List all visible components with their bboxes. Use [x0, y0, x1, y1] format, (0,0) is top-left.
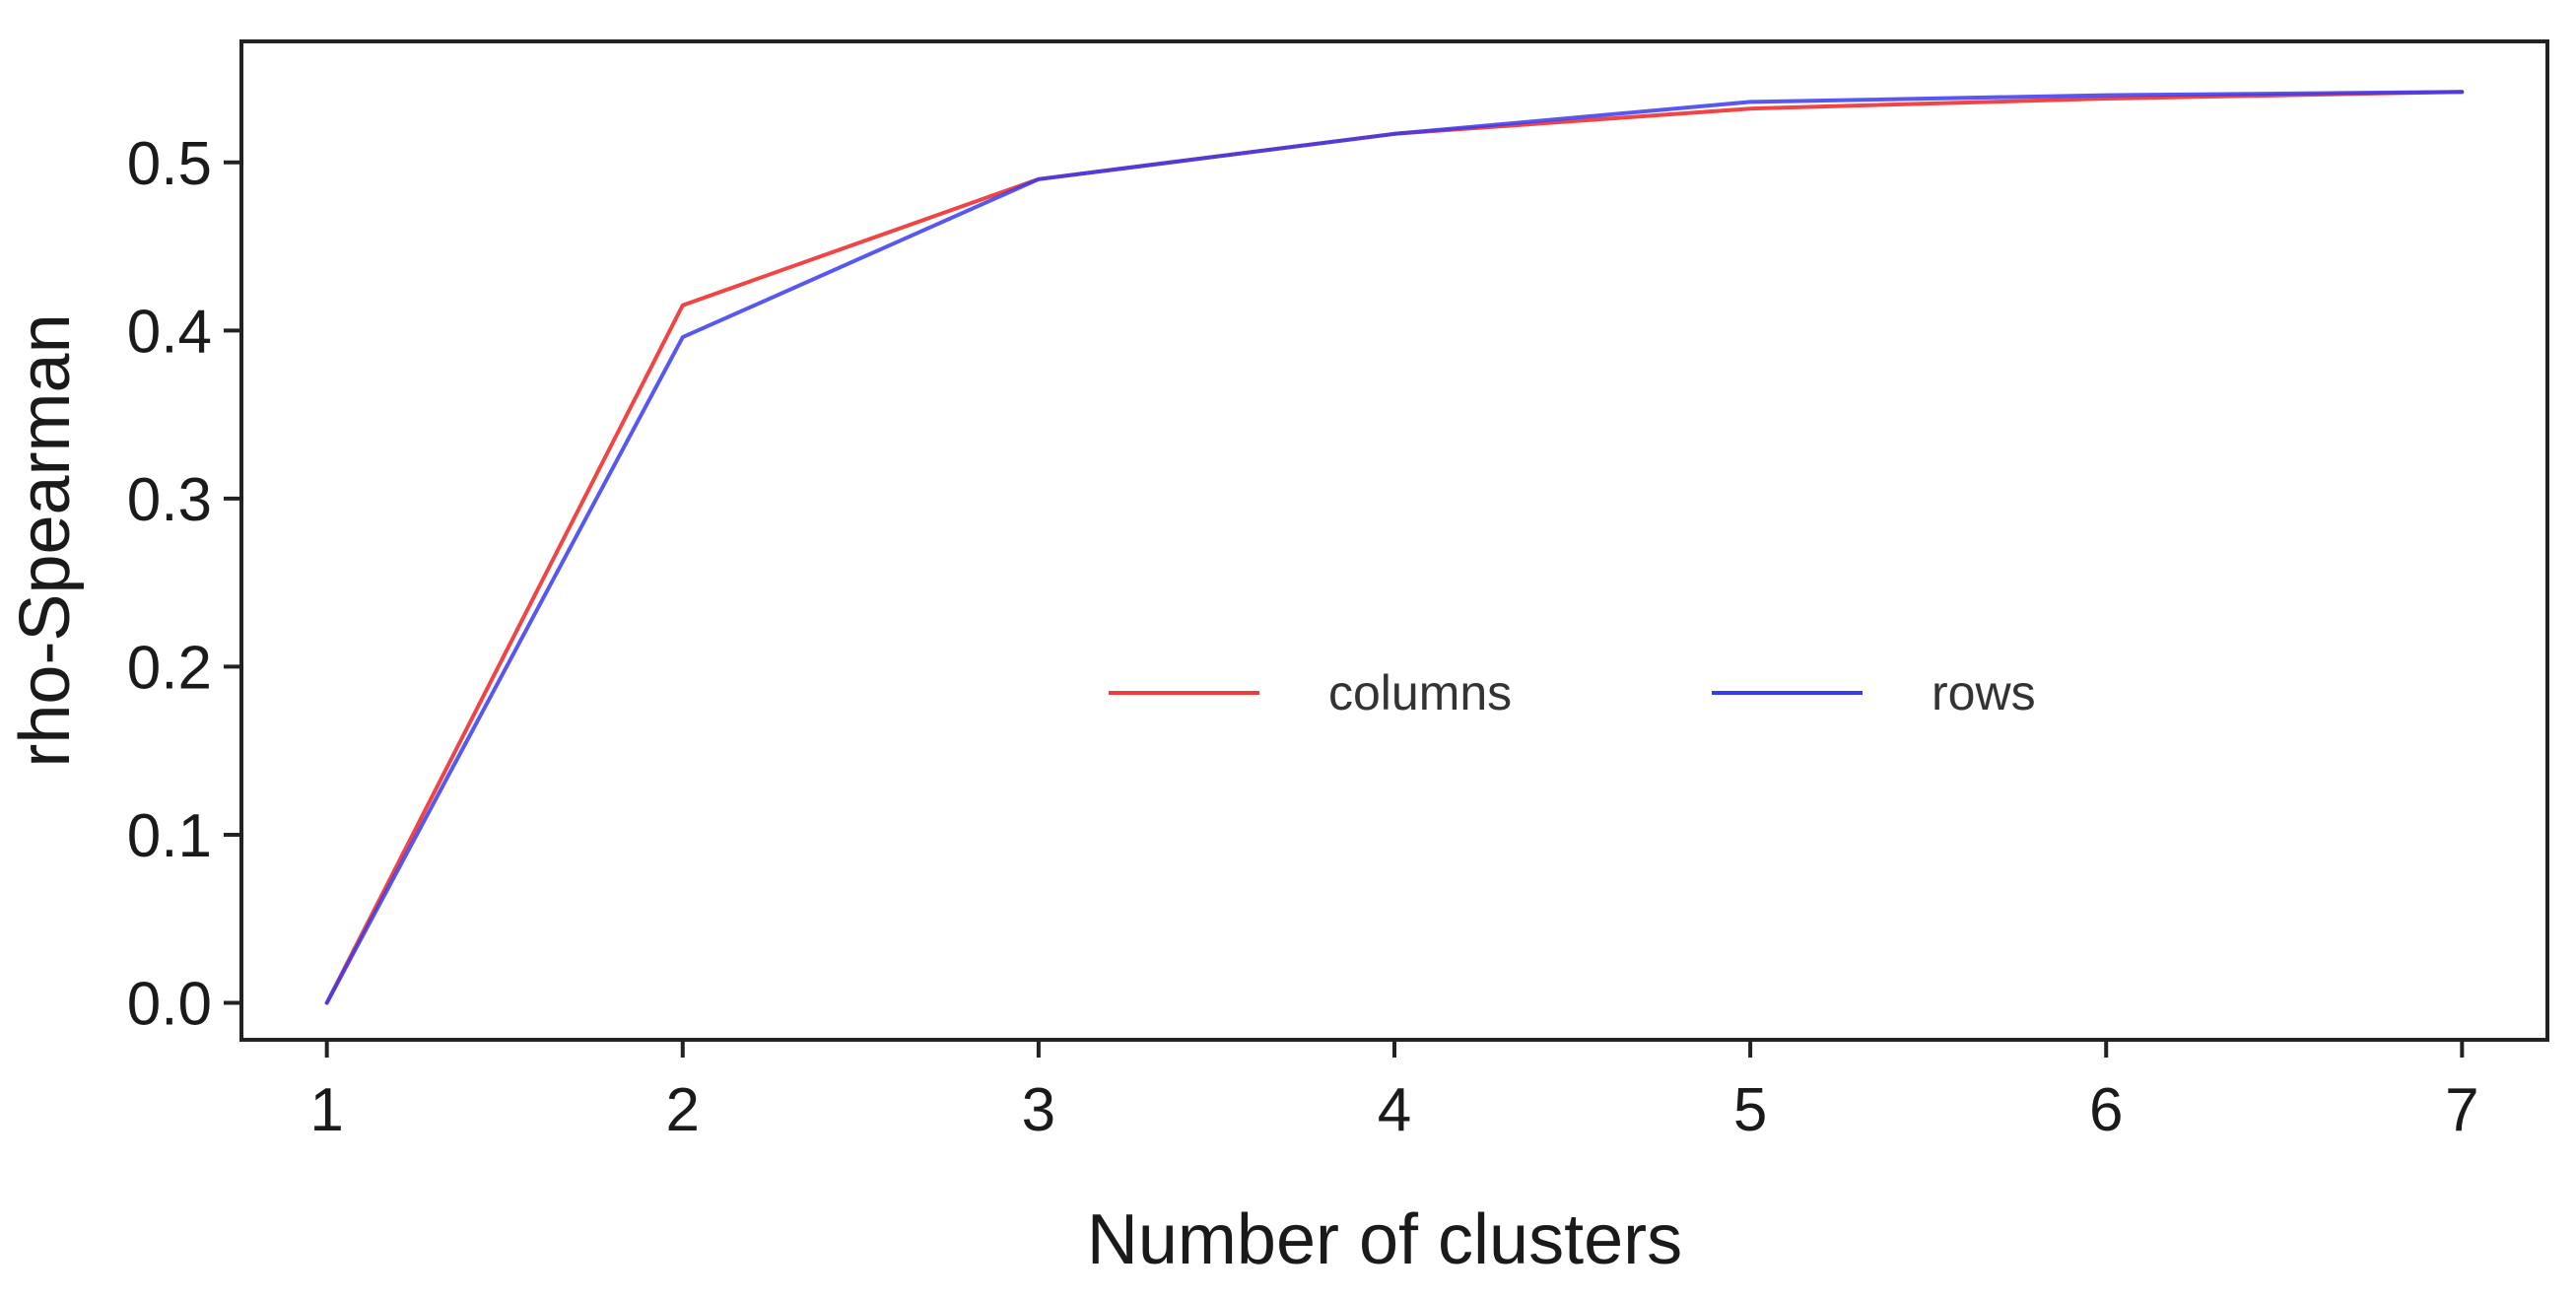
y-tick-label: 0.4 — [127, 298, 212, 366]
legend-label-columns: columns — [1328, 665, 1512, 720]
y-tick-label: 0.1 — [127, 802, 212, 870]
x-tick-label: 6 — [2089, 1076, 2123, 1144]
x-tick-label: 4 — [1378, 1076, 1411, 1144]
x-tick-label: 7 — [2445, 1076, 2478, 1144]
y-tick-label: 0.5 — [127, 130, 212, 198]
plot-panel — [239, 39, 2549, 1042]
x-tick-label: 1 — [309, 1076, 343, 1144]
x-tick-label: 3 — [1022, 1076, 1055, 1144]
y-axis-title: rho-Spearman — [6, 313, 85, 767]
series-layer — [324, 90, 2465, 1005]
x-tick-label: 2 — [666, 1076, 700, 1144]
x-axis: 1 2 3 4 5 6 7 — [309, 1040, 2479, 1144]
legend-label-rows: rows — [1932, 665, 2036, 720]
y-tick-label: 0.0 — [127, 970, 212, 1038]
legend: columns rows — [1109, 665, 2036, 720]
y-axis: 0.0 0.1 0.2 0.3 0.4 0.5 — [127, 130, 241, 1038]
y-tick-label: 0.3 — [127, 466, 212, 534]
x-axis-title: Number of clusters — [1087, 1200, 1682, 1279]
y-tick-label: 0.2 — [127, 634, 212, 702]
x-tick-label: 5 — [1733, 1076, 1767, 1144]
series-line-rows — [324, 90, 2465, 1005]
